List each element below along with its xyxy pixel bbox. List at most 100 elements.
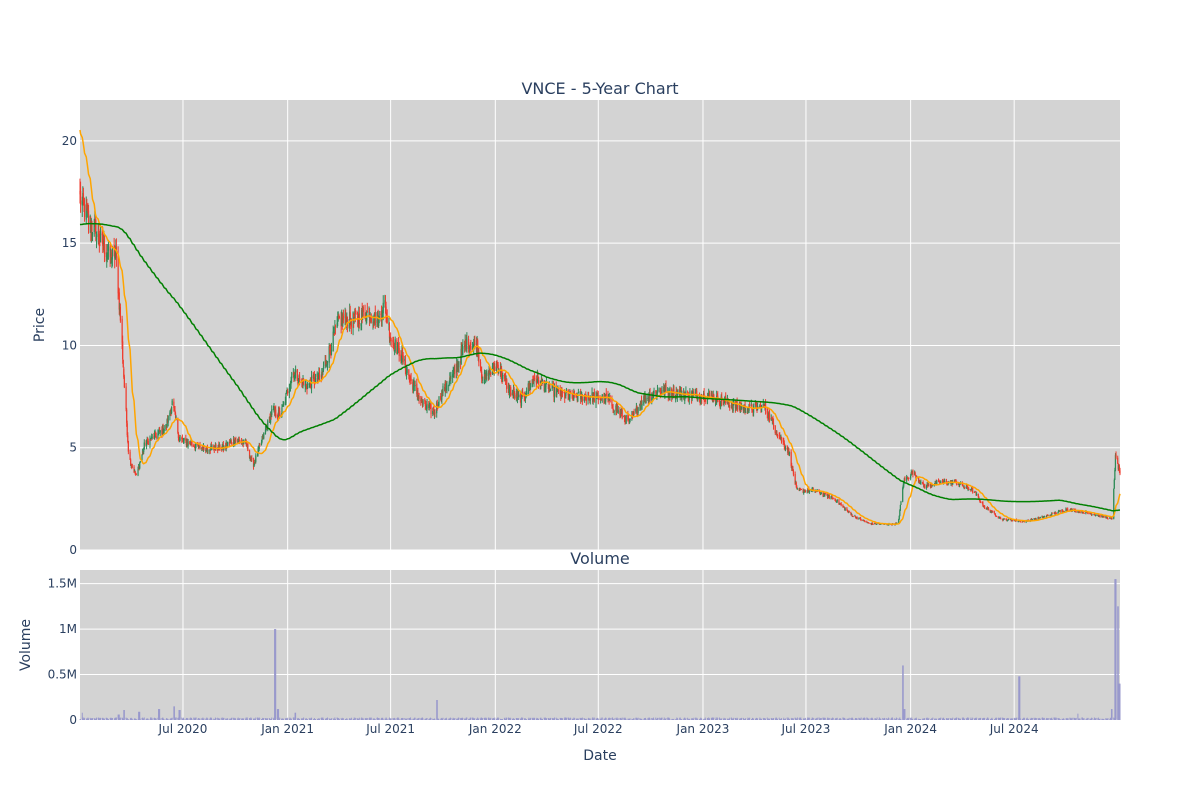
volume-bar: [701, 718, 703, 720]
candle-body: [919, 480, 921, 483]
candle-body: [819, 492, 821, 495]
volume-bar: [991, 717, 993, 720]
volume-bar: [941, 718, 943, 720]
volume-bar: [532, 718, 534, 720]
candle-body: [1051, 512, 1053, 514]
candle-body: [559, 390, 561, 396]
volume-bar: [1063, 718, 1065, 720]
candle-body: [656, 394, 658, 396]
volume-bar: [187, 718, 189, 720]
volume-bar: [484, 718, 486, 720]
candle-body: [856, 517, 858, 519]
volume-bar: [668, 718, 670, 720]
volume-bar: [792, 718, 794, 720]
volume-bar: [828, 717, 830, 720]
volume-bar: [818, 717, 820, 720]
volume-bar: [402, 718, 404, 720]
volume-bar: [135, 718, 137, 720]
volume-bar: [373, 718, 375, 720]
candle-body: [235, 439, 237, 441]
volume-bar: [914, 718, 916, 720]
volume-bar: [119, 717, 121, 720]
candle-body: [846, 509, 849, 512]
volume-bar: [688, 719, 690, 720]
volume-bar: [360, 718, 362, 720]
volume-bar: [1015, 717, 1017, 720]
volume-bar: [478, 718, 480, 720]
volume-bar: [273, 717, 275, 720]
volume-bar: [1077, 713, 1079, 720]
volume-bar: [139, 711, 141, 720]
candle-body: [179, 438, 181, 440]
volume-bar: [302, 718, 304, 720]
volume-bar: [142, 717, 144, 720]
candle-body: [330, 349, 333, 355]
candle-body: [972, 487, 974, 493]
volume-bar: [915, 717, 917, 720]
volume-bar: [584, 719, 586, 720]
volume-bar: [744, 718, 746, 720]
candle-body: [718, 400, 721, 405]
volume-bar: [1083, 718, 1085, 720]
volume-bar: [593, 717, 595, 720]
volume-bar: [879, 718, 881, 720]
candle-body: [165, 424, 167, 430]
candle-body: [254, 462, 256, 464]
candle-body: [796, 488, 799, 490]
volume-bar: [364, 718, 366, 720]
volume-bar: [90, 718, 92, 720]
candle-body: [143, 442, 145, 449]
candle-body: [820, 493, 822, 495]
volume-bar: [572, 719, 574, 720]
candle-body: [898, 519, 900, 523]
volume-bar: [716, 719, 718, 720]
volume-bar: [798, 718, 800, 720]
candle-body: [462, 346, 464, 350]
volume-bar: [1119, 683, 1121, 720]
candle-body: [106, 254, 108, 257]
volume-bar: [576, 718, 578, 720]
candle-body: [978, 497, 980, 499]
candle-body: [111, 257, 113, 264]
volume-bar: [1038, 717, 1040, 720]
candle-body: [824, 493, 826, 494]
volume-bar: [270, 719, 272, 720]
volume-bar: [357, 718, 359, 720]
candle-body: [640, 401, 642, 409]
volume-bar: [421, 717, 423, 720]
volume-bar: [396, 717, 398, 720]
volume-bar: [1030, 718, 1032, 720]
candle-body: [728, 402, 730, 407]
volume-bar: [992, 718, 994, 720]
volume-bar: [576, 718, 578, 720]
candle-body: [1099, 515, 1101, 517]
volume-bar: [596, 718, 598, 720]
candle-body: [934, 483, 936, 485]
volume-bar: [718, 717, 720, 720]
volume-bar: [500, 719, 502, 720]
volume-bar: [613, 718, 615, 720]
volume-bar: [601, 717, 603, 720]
volume-bar: [294, 712, 296, 720]
volume-bar: [345, 719, 347, 720]
volume-bar: [372, 718, 374, 720]
candle-body: [289, 387, 291, 389]
volume-bar: [238, 718, 240, 720]
candle-body: [337, 319, 339, 321]
volume-bar: [179, 710, 181, 720]
volume-bar: [445, 719, 447, 720]
volume-bar: [746, 719, 748, 720]
volume-bar: [313, 718, 315, 720]
volume-bar: [1021, 718, 1023, 720]
candle-body: [366, 311, 368, 312]
volume-bar: [384, 718, 386, 720]
volume-bar: [464, 718, 466, 720]
volume-bar: [995, 719, 997, 720]
volume-bar: [611, 717, 613, 720]
candle-body: [418, 396, 420, 400]
volume-bar: [125, 717, 127, 720]
volume-bar: [446, 719, 448, 720]
volume-bar: [943, 719, 945, 720]
candle-body: [788, 452, 791, 455]
volume-bar: [465, 718, 467, 720]
